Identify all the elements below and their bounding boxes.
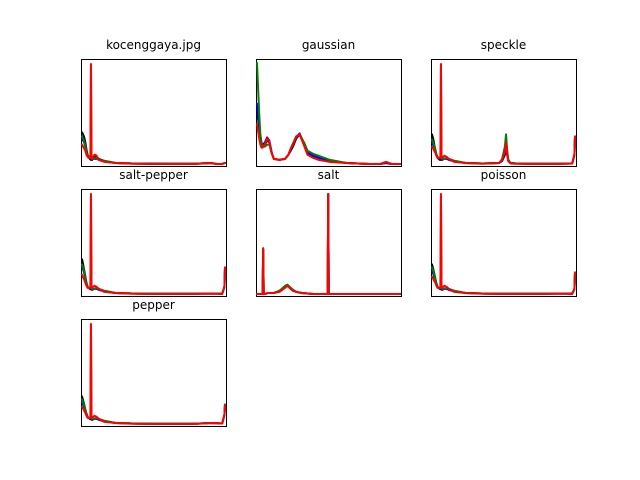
- subplot-1: kocenggaya.jpg: [81, 38, 227, 167]
- subplot-title: kocenggaya.jpg: [106, 38, 201, 52]
- subplot-title: pepper: [132, 298, 175, 312]
- subplot-frame: [81, 319, 227, 427]
- series-line-r: [81, 323, 226, 425]
- subplot-4: salt-pepper: [81, 168, 227, 297]
- subplot-frame: [431, 189, 577, 297]
- subplot-frame: [256, 59, 402, 167]
- subplot-5: salt: [256, 168, 402, 297]
- series-line-r: [256, 123, 401, 165]
- subplot-7: pepper: [81, 298, 227, 427]
- subplot-title: poisson: [481, 168, 527, 182]
- subplot-title: salt-pepper: [119, 168, 188, 182]
- series-line-r: [256, 193, 401, 295]
- subplot-title: gaussian: [302, 38, 355, 52]
- subplot-title: speckle: [481, 38, 527, 52]
- series-line-r: [81, 63, 226, 165]
- series-line-r: [431, 193, 576, 295]
- subplot-3: speckle: [431, 38, 577, 167]
- subplot-frame: [81, 59, 227, 167]
- subplot-2: gaussian: [256, 38, 402, 167]
- subplot-6: poisson: [431, 168, 577, 297]
- series-line-r: [81, 193, 226, 295]
- subplot-title: salt: [318, 168, 340, 182]
- subplot-grid: kocenggaya.jpg gaussian speckle salt-pepper…: [81, 38, 577, 427]
- subplot-frame: [81, 189, 227, 297]
- series-line-r: [431, 63, 576, 165]
